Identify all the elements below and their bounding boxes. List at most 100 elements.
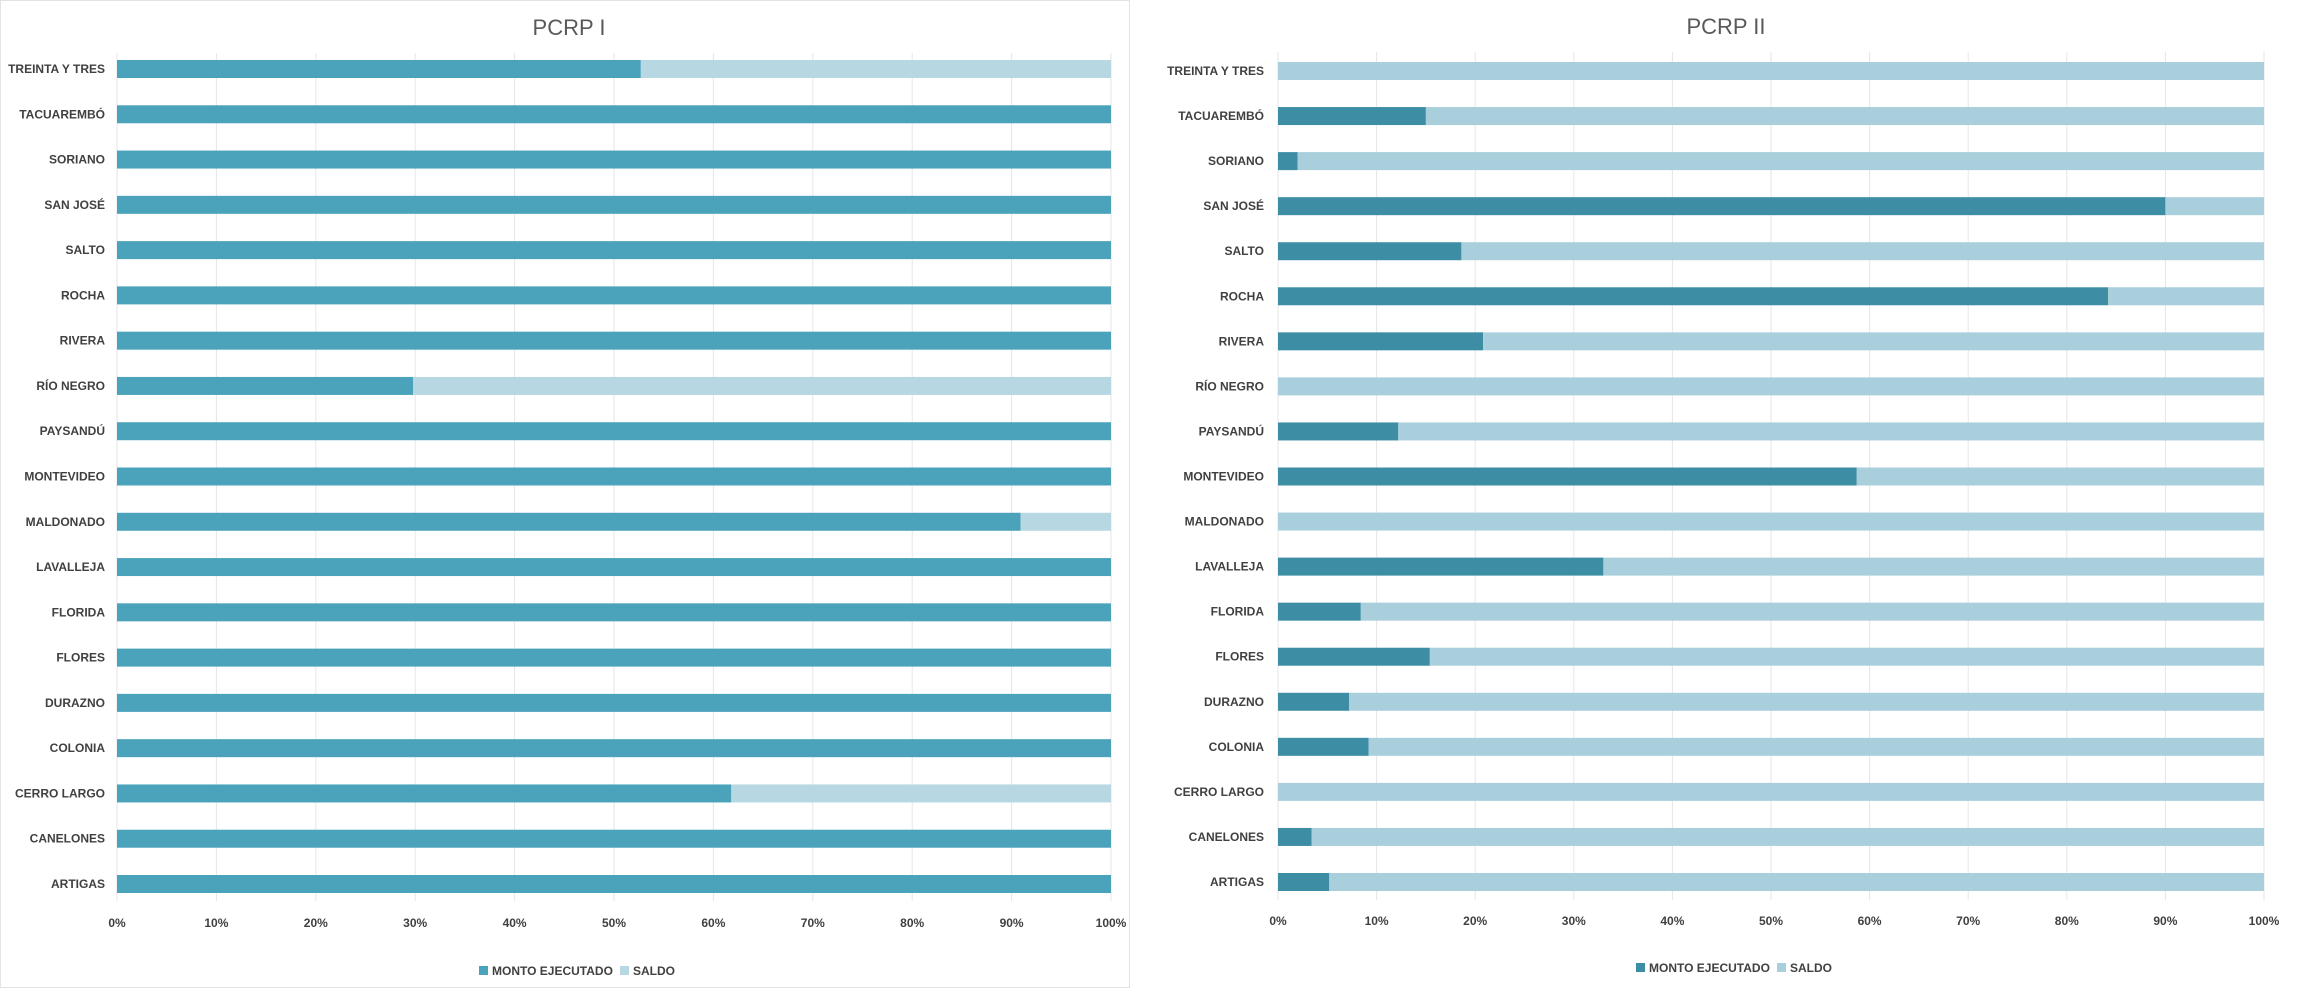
bar-saldo-cerro-largo xyxy=(1278,782,2264,801)
category-label-flores: FLORES xyxy=(1215,650,1264,664)
category-label-maldonado: MALDONADO xyxy=(1185,515,1264,529)
bar-monto-ejecutado-tacuarembo xyxy=(1278,107,1426,126)
category-label-rocha: ROCHA xyxy=(1220,289,1264,303)
bar-monto-ejecutado-flores xyxy=(117,648,1111,667)
category-label-treinta-y-tres: TREINTA Y TRES xyxy=(1167,64,1264,78)
bar-monto-ejecutado-durazno xyxy=(1278,692,1349,711)
category-label-durazno: DURAZNO xyxy=(45,696,105,710)
bar-monto-ejecutado-paysandu xyxy=(117,422,1111,441)
bar-saldo-tacuarembo xyxy=(1425,107,2264,126)
category-label-durazno: DURAZNO xyxy=(1204,695,1264,709)
bar-saldo-soriano xyxy=(1297,152,2264,171)
category-label-san-jose: SAN JOSÉ xyxy=(44,197,105,212)
chart-panel-pcrp-2: PCRP II 0% 10% 20% 30% 40% 50% 60% 70% 80% 90% 100%… xyxy=(1146,0,2300,988)
x-tick-label: 0% xyxy=(108,916,126,930)
category-label-florida: FLORIDA xyxy=(1211,605,1265,619)
legend-swatch-monto-ejecutado xyxy=(1636,963,1645,972)
bar-monto-ejecutado-montevideo xyxy=(117,467,1111,486)
category-label-rocha: ROCHA xyxy=(61,288,105,302)
category-label-flores: FLORES xyxy=(56,651,105,665)
bar-monto-ejecutado-lavalleja xyxy=(1278,557,1604,576)
category-label-salto: SALTO xyxy=(1224,244,1264,258)
bar-saldo-flores xyxy=(1429,647,2264,666)
x-tick-label: 30% xyxy=(403,916,427,930)
bar-monto-ejecutado-montevideo xyxy=(1278,467,1857,486)
category-label-soriano: SORIANO xyxy=(49,153,105,167)
category-label-cerro-largo: CERRO LARGO xyxy=(1174,785,1264,799)
bar-saldo-rio-negro xyxy=(1278,377,2264,396)
category-label-canelones: CANELONES xyxy=(1189,830,1264,844)
bar-monto-ejecutado-soriano xyxy=(1278,152,1298,171)
bar-saldo-san-jose xyxy=(2165,197,2264,216)
x-tick-label: 90% xyxy=(2153,914,2177,928)
legend-swatch-saldo xyxy=(1777,963,1786,972)
x-tick-label: 10% xyxy=(1365,914,1389,928)
x-tick-label: 20% xyxy=(1463,914,1487,928)
bar-saldo-cerro-largo xyxy=(731,784,1111,803)
category-label-rivera: RIVERA xyxy=(1219,334,1265,348)
bar-saldo-colonia xyxy=(1368,737,2264,756)
category-label-salto: SALTO xyxy=(65,243,105,257)
x-tick-label: 20% xyxy=(304,916,328,930)
bar-monto-ejecutado-san-jose xyxy=(1278,197,2166,216)
bar-monto-ejecutado-colonia xyxy=(117,739,1111,758)
category-label-treinta-y-tres: TREINTA Y TRES xyxy=(8,62,105,76)
x-tick-label: 100% xyxy=(2249,914,2280,928)
bar-monto-ejecutado-paysandu xyxy=(1278,422,1399,441)
x-tick-label: 30% xyxy=(1562,914,1586,928)
category-label-rivera: RIVERA xyxy=(60,334,106,348)
x-tick-label: 70% xyxy=(1956,914,1980,928)
category-label-artigas: ARTIGAS xyxy=(51,877,105,891)
bar-monto-ejecutado-salto xyxy=(1278,242,1462,261)
chart-pcrp-2: PCRP II 0% 10% 20% 30% 40% 50% 60% 70% 80% 90% 100%… xyxy=(1167,14,2280,975)
bar-monto-ejecutado-colonia xyxy=(1278,737,1369,756)
bar-monto-ejecutado-cerro-largo xyxy=(117,784,732,803)
legend-label-monto-ejecutado: MONTO EJECUTADO xyxy=(492,964,613,978)
category-label-lavalleja: LAVALLEJA xyxy=(1195,560,1264,574)
bar-saldo-rio-negro xyxy=(413,376,1111,395)
category-label-lavalleja: LAVALLEJA xyxy=(36,560,105,574)
bar-saldo-canelones xyxy=(1311,827,2264,846)
bar-monto-ejecutado-durazno xyxy=(117,693,1111,712)
bar-saldo-rivera xyxy=(1483,332,2264,351)
x-tick-label: 70% xyxy=(801,916,825,930)
bar-monto-ejecutado-florida xyxy=(1278,602,1361,621)
category-label-rio-negro: RÍO NEGRO xyxy=(36,378,105,393)
bar-monto-ejecutado-rio-negro xyxy=(117,376,414,395)
x-tick-label: 0% xyxy=(1269,914,1287,928)
x-tick-label: 10% xyxy=(204,916,228,930)
x-tick-label: 60% xyxy=(701,916,725,930)
bar-monto-ejecutado-lavalleja xyxy=(117,558,1111,577)
bar-saldo-artigas xyxy=(1329,873,2264,891)
bar-monto-ejecutado-rocha xyxy=(1278,287,2109,306)
x-tick-label: 50% xyxy=(1759,914,1783,928)
legend-swatch-saldo xyxy=(620,966,629,975)
x-tick-label: 90% xyxy=(1000,916,1024,930)
category-label-san-jose: SAN JOSÉ xyxy=(1203,198,1264,213)
x-tick-label: 80% xyxy=(2055,914,2079,928)
bar-monto-ejecutado-flores xyxy=(1278,647,1430,666)
bar-saldo-maldonado xyxy=(1278,512,2264,531)
bar-monto-ejecutado-artigas xyxy=(117,875,1111,893)
bar-monto-ejecutado-salto xyxy=(117,241,1111,260)
bar-monto-ejecutado-florida xyxy=(117,603,1111,622)
category-label-montevideo: MONTEVIDEO xyxy=(1183,470,1264,484)
x-tick-label: 60% xyxy=(1858,914,1882,928)
bar-saldo-treinta-y-tres xyxy=(1278,62,2264,80)
bar-saldo-montevideo xyxy=(1856,467,2264,486)
bar-saldo-paysandu xyxy=(1398,422,2264,441)
category-label-rio-negro: RÍO NEGRO xyxy=(1195,378,1264,393)
category-label-soriano: SORIANO xyxy=(1208,154,1264,168)
category-label-tacuarembo: TACUAREMBÓ xyxy=(19,106,105,121)
chart-pcrp-1: PCRP I 0% 10% 20% 30% 40% 50% 60% 70% 80% 90% 100% T… xyxy=(8,15,1127,978)
bar-saldo-florida xyxy=(1360,602,2264,621)
bar-saldo-rocha xyxy=(2108,287,2264,306)
bar-monto-ejecutado-soriano xyxy=(117,150,1111,169)
legend-label-saldo: SALDO xyxy=(1790,961,1832,975)
bar-monto-ejecutado-treinta-y-tres xyxy=(117,60,641,78)
bar-monto-ejecutado-rivera xyxy=(117,331,1111,350)
category-label-montevideo: MONTEVIDEO xyxy=(24,470,105,484)
category-label-cerro-largo: CERRO LARGO xyxy=(15,786,105,800)
bar-monto-ejecutado-canelones xyxy=(1278,827,1312,846)
category-label-paysandu: PAYSANDÚ xyxy=(40,423,105,438)
